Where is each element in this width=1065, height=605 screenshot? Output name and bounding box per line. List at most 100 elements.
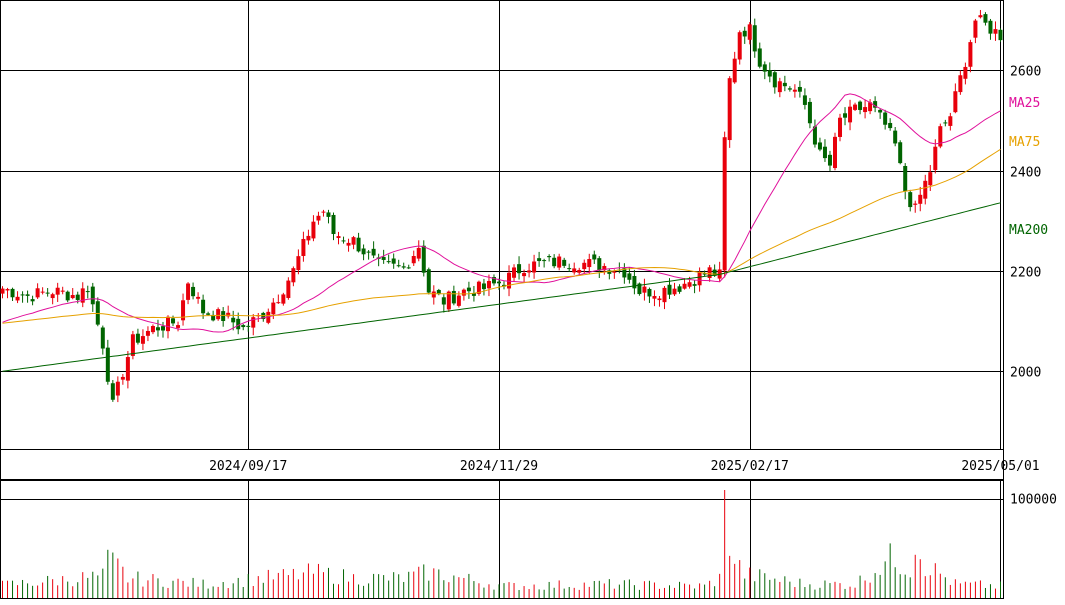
candle-body — [507, 272, 512, 289]
candle-body — [512, 267, 517, 278]
candle-body — [296, 256, 301, 271]
candle-body — [722, 137, 727, 271]
candle-body — [391, 258, 396, 264]
candle-body — [346, 242, 351, 246]
candle-body — [928, 172, 933, 186]
candle-body — [491, 277, 496, 284]
candle-body — [682, 283, 687, 289]
date-axis-frame — [0, 449, 1004, 480]
candle-body — [767, 70, 772, 77]
candle-body — [938, 126, 943, 147]
candle-body — [832, 136, 837, 169]
candle-body — [858, 101, 863, 110]
candle-body — [552, 257, 557, 267]
candle-body — [532, 261, 537, 273]
candle-body — [251, 317, 256, 328]
candle-body — [702, 273, 707, 275]
candle-body — [762, 64, 767, 72]
candle-body — [135, 333, 140, 343]
candle-body — [732, 58, 737, 83]
candle-body — [321, 211, 326, 213]
candle-body — [963, 66, 968, 79]
candle-body — [562, 259, 567, 266]
candle-body — [105, 347, 110, 382]
candle-body — [216, 309, 221, 320]
candle-body — [426, 269, 431, 293]
ma-label-ma75: MA75 — [1009, 135, 1040, 150]
date-tick-label: 2025/02/17 — [711, 459, 789, 474]
candle-body — [567, 268, 572, 270]
candle-body — [231, 317, 236, 323]
candle-body — [456, 295, 461, 306]
candle-body — [903, 165, 908, 192]
candle-body — [441, 297, 446, 305]
candle-body — [181, 300, 186, 321]
price-tick-label: 2400 — [1010, 166, 1041, 181]
candle-body — [572, 268, 577, 273]
candle-body — [943, 122, 948, 124]
candle-body — [913, 203, 918, 205]
candle-body — [993, 29, 998, 34]
candle-body — [983, 14, 988, 23]
candle-body — [792, 89, 797, 92]
candle-body — [196, 296, 201, 299]
candle-body — [802, 95, 807, 105]
candle-body — [35, 288, 40, 298]
candle-body — [411, 256, 416, 264]
candle-body — [873, 101, 878, 108]
candle-body — [757, 48, 762, 67]
date-tick-label: 2024/09/17 — [209, 459, 287, 474]
volume-frame — [0, 480, 1004, 599]
volume-tick-label: 100000 — [1010, 493, 1057, 508]
candle-body — [807, 101, 812, 124]
candle-body — [461, 289, 466, 296]
candle-body — [998, 29, 1003, 41]
candle-body — [888, 122, 893, 129]
price-tick-label: 2600 — [1010, 65, 1041, 80]
candle-body — [20, 294, 25, 296]
candle-body — [838, 117, 843, 137]
candle-body — [587, 259, 592, 268]
candle-body — [707, 267, 712, 278]
candle-body — [140, 336, 145, 344]
candle-body — [582, 262, 587, 270]
candle-body — [436, 289, 441, 295]
candle-body — [85, 291, 90, 293]
candle-body — [45, 292, 50, 294]
candle-body — [266, 311, 271, 323]
candle-body — [602, 265, 607, 271]
candle-body — [221, 311, 226, 321]
candle-body — [160, 326, 165, 331]
price-tick-label: 2200 — [1010, 266, 1041, 281]
candle-body — [672, 288, 677, 295]
candle-body — [40, 291, 45, 293]
ma-label-ma25: MA25 — [1009, 96, 1040, 111]
candle-body — [496, 281, 501, 284]
candle-body — [80, 288, 85, 303]
candle-body — [667, 284, 672, 295]
candle-body — [978, 15, 983, 18]
date-tick-label: 2025/05/01 — [961, 459, 1039, 474]
candle-body — [451, 290, 456, 304]
candle-body — [486, 280, 491, 289]
candle-body — [381, 256, 386, 260]
candle-body — [366, 251, 371, 253]
candle-body — [517, 264, 522, 274]
price-panel: 2000 2200 2400 2600 MA25 MA75 MA200 — [0, 0, 1048, 450]
price-frame — [0, 0, 1004, 450]
candle-body — [843, 113, 848, 118]
candle-body — [747, 24, 752, 40]
date-tick-label: 2024/11/29 — [460, 459, 538, 474]
candle-body — [286, 280, 291, 298]
candle-body — [697, 272, 702, 286]
candle-body — [446, 291, 451, 310]
candle-body — [276, 302, 281, 304]
candle-body — [55, 287, 60, 295]
candle-body — [642, 286, 647, 293]
ma-line-ma25 — [2, 93, 1001, 333]
candle-body — [311, 221, 316, 239]
candle-body — [211, 314, 216, 321]
candle-body — [592, 254, 597, 260]
candle-body — [772, 72, 777, 88]
candle-body — [70, 295, 75, 299]
